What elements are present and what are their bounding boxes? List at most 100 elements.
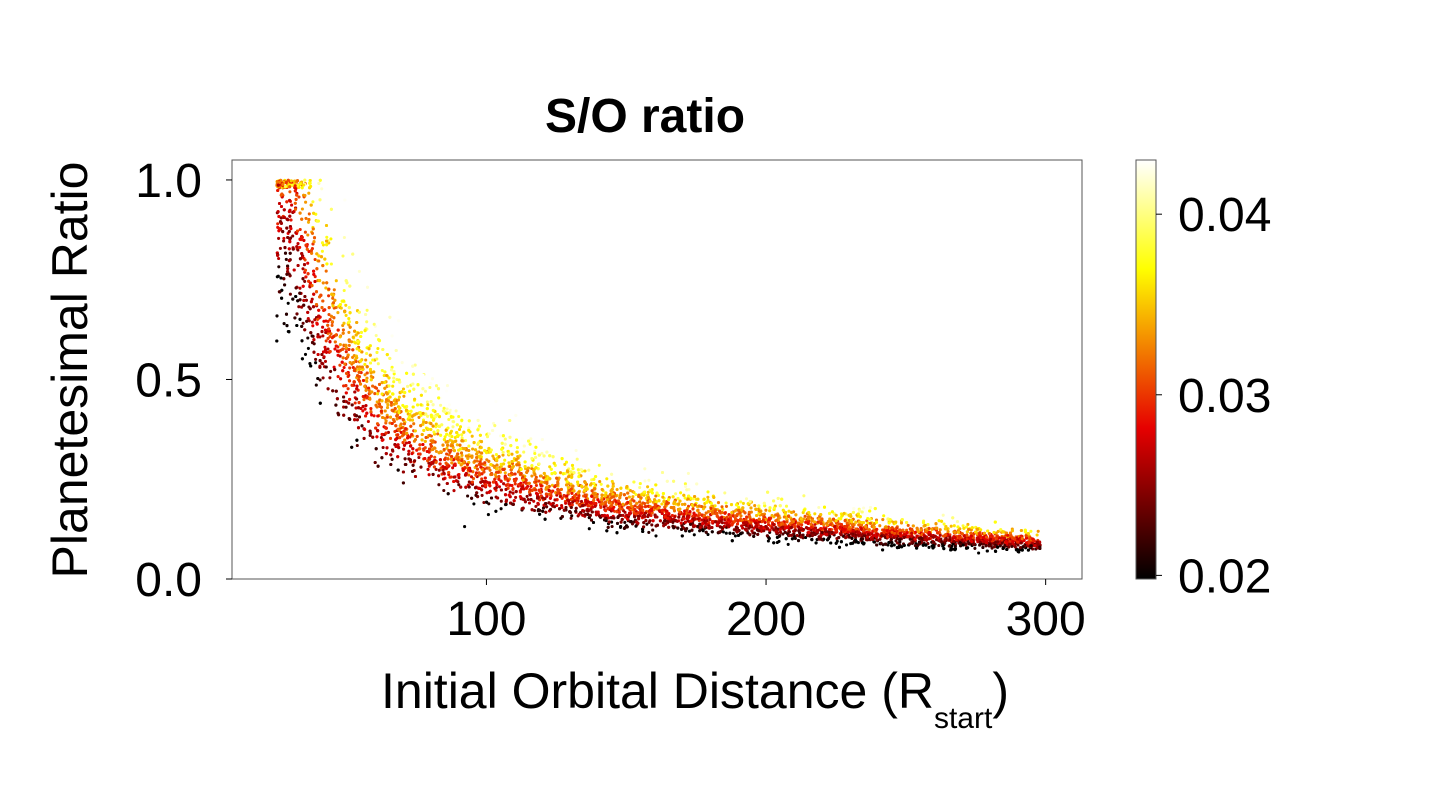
data-point <box>412 422 416 426</box>
data-point <box>937 519 941 523</box>
data-point <box>563 462 567 466</box>
data-point <box>412 439 416 443</box>
data-point <box>276 274 280 278</box>
data-point <box>512 499 516 503</box>
data-point <box>686 519 690 523</box>
data-point <box>475 491 479 495</box>
data-point <box>602 505 606 509</box>
data-point <box>306 233 310 237</box>
data-point <box>311 305 316 309</box>
data-point <box>365 320 369 324</box>
data-point <box>409 424 413 428</box>
data-point <box>363 407 367 411</box>
data-point <box>487 502 491 506</box>
data-point <box>749 518 753 522</box>
data-point <box>952 524 956 528</box>
data-point <box>781 532 785 536</box>
data-point <box>464 438 468 443</box>
data-point <box>514 495 518 499</box>
data-point <box>598 480 602 484</box>
data-point <box>621 513 625 517</box>
data-point <box>451 466 455 470</box>
data-point <box>503 471 507 475</box>
data-point <box>342 235 346 240</box>
data-point <box>409 409 413 413</box>
data-point <box>936 531 940 535</box>
data-point <box>390 334 394 338</box>
data-point <box>398 406 402 410</box>
data-point <box>288 237 292 242</box>
data-point <box>534 504 538 508</box>
data-point <box>844 543 849 547</box>
data-point <box>724 531 728 535</box>
data-point <box>868 521 872 525</box>
data-point <box>704 530 708 534</box>
data-point <box>574 448 578 453</box>
data-point <box>634 524 638 528</box>
data-point <box>619 513 623 517</box>
data-point <box>442 406 446 410</box>
data-point <box>508 418 512 423</box>
data-point <box>434 467 438 471</box>
data-point <box>433 455 437 459</box>
data-point <box>763 504 767 508</box>
data-point <box>332 288 336 292</box>
data-point <box>943 541 947 545</box>
data-point <box>317 314 321 318</box>
data-point <box>501 453 505 457</box>
data-point <box>316 333 320 337</box>
data-point <box>506 449 510 453</box>
data-point <box>456 458 460 462</box>
data-point <box>394 424 398 428</box>
data-point <box>542 471 546 475</box>
data-point <box>466 494 470 498</box>
data-point <box>851 525 855 529</box>
data-point <box>533 488 538 492</box>
data-point <box>401 481 405 485</box>
data-point <box>530 508 534 512</box>
data-point <box>304 200 308 204</box>
data-point <box>436 432 440 436</box>
data-point <box>605 477 609 481</box>
data-point <box>488 489 492 493</box>
data-point <box>550 483 554 487</box>
data-point <box>310 251 314 255</box>
data-point <box>297 195 301 199</box>
data-point <box>455 443 459 447</box>
data-point <box>513 482 517 486</box>
data-point <box>720 521 724 525</box>
data-point <box>729 503 734 507</box>
data-point <box>457 461 461 465</box>
data-point <box>470 455 474 459</box>
data-point <box>902 535 906 539</box>
data-point <box>289 227 293 231</box>
data-point <box>402 394 406 398</box>
data-point <box>301 267 305 271</box>
data-point <box>327 294 331 298</box>
data-point <box>863 531 867 535</box>
data-point <box>724 504 729 508</box>
data-point <box>457 476 461 480</box>
data-point <box>843 519 847 523</box>
data-point <box>290 203 294 207</box>
data-point <box>515 450 519 454</box>
data-point <box>361 409 365 413</box>
data-point <box>276 188 280 193</box>
data-point <box>549 507 553 511</box>
data-point <box>286 235 290 240</box>
data-point <box>577 471 581 475</box>
data-point <box>317 259 321 263</box>
data-point <box>682 493 686 497</box>
data-point <box>296 248 300 252</box>
data-point <box>803 514 807 518</box>
data-point <box>834 513 838 517</box>
data-point <box>647 530 651 534</box>
chart-title: S/O ratio <box>545 90 745 143</box>
data-point <box>1008 531 1012 535</box>
data-point <box>332 316 336 320</box>
data-point <box>278 246 282 250</box>
data-point <box>482 500 486 505</box>
data-point <box>894 539 898 543</box>
data-point <box>597 463 601 467</box>
data-point <box>724 501 728 505</box>
